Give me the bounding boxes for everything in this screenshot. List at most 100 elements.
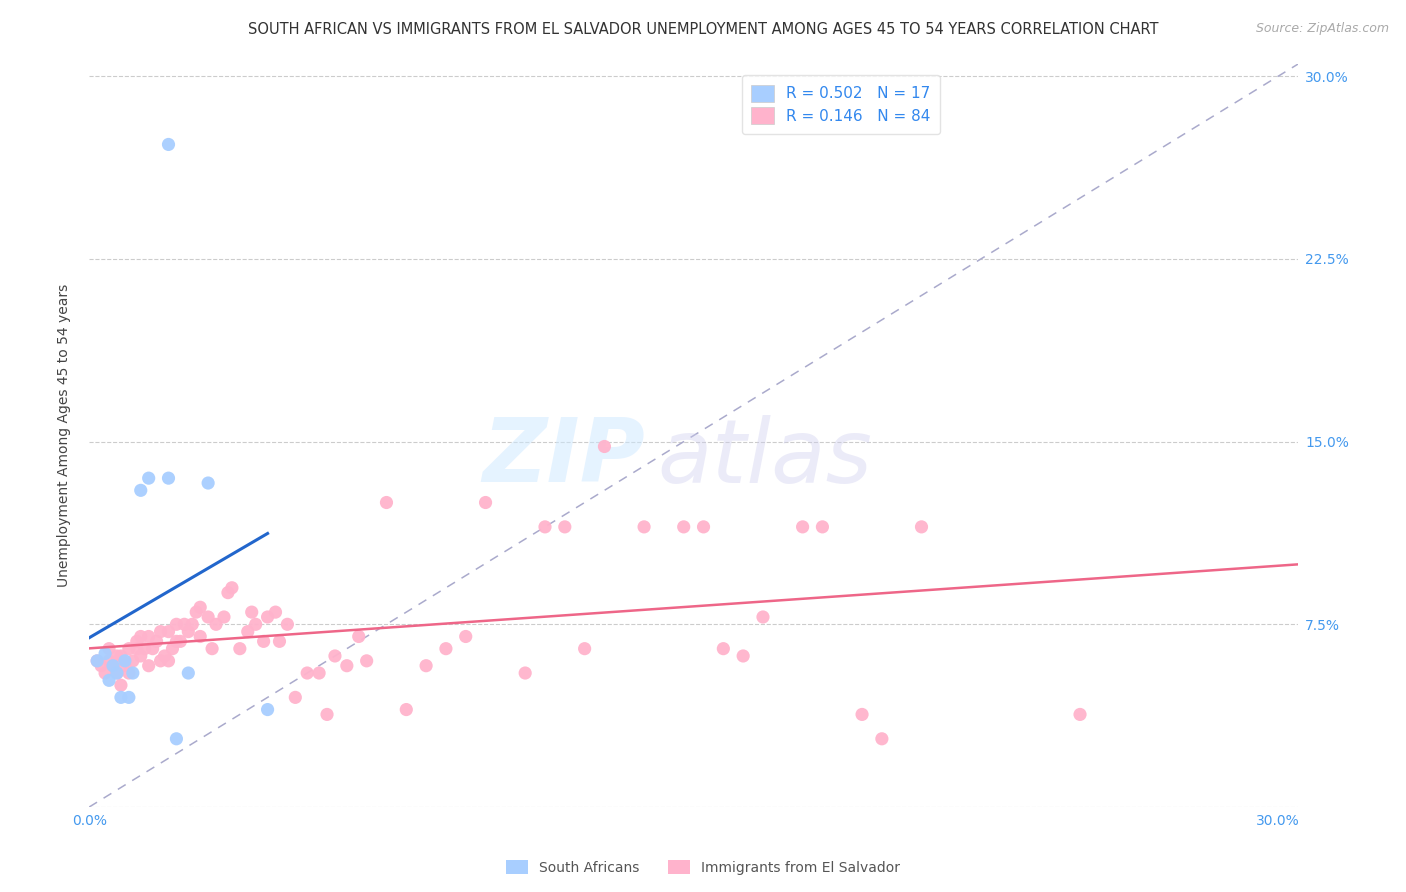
- Point: [149, 624, 172, 639]
- Point: [870, 731, 893, 746]
- Point: [347, 630, 370, 644]
- Point: [356, 654, 378, 668]
- Point: [316, 707, 339, 722]
- Point: [515, 666, 537, 681]
- Point: [186, 605, 208, 619]
- Point: [157, 137, 180, 152]
- Point: [114, 654, 136, 668]
- Point: [101, 658, 124, 673]
- Point: [252, 634, 274, 648]
- Point: [121, 654, 143, 668]
- Point: [157, 624, 180, 639]
- Y-axis label: Unemployment Among Ages 45 to 54 years: Unemployment Among Ages 45 to 54 years: [58, 284, 72, 587]
- Point: [181, 617, 204, 632]
- Point: [212, 610, 235, 624]
- Point: [98, 641, 121, 656]
- Point: [672, 520, 695, 534]
- Point: [114, 658, 136, 673]
- Point: [236, 624, 259, 639]
- Point: [217, 585, 239, 599]
- Point: [145, 634, 167, 648]
- Point: [474, 495, 496, 509]
- Legend: South Africans, Immigrants from El Salvador: South Africans, Immigrants from El Salva…: [501, 855, 905, 880]
- Point: [692, 520, 714, 534]
- Point: [138, 471, 160, 485]
- Point: [308, 666, 330, 681]
- Text: ZIP: ZIP: [482, 414, 645, 501]
- Point: [138, 630, 160, 644]
- Point: [129, 648, 152, 663]
- Text: SOUTH AFRICAN VS IMMIGRANTS FROM EL SALVADOR UNEMPLOYMENT AMONG AGES 45 TO 54 YE: SOUTH AFRICAN VS IMMIGRANTS FROM EL SALV…: [247, 22, 1159, 37]
- Point: [101, 658, 124, 673]
- Point: [554, 520, 576, 534]
- Point: [188, 600, 211, 615]
- Point: [125, 634, 148, 648]
- Point: [188, 630, 211, 644]
- Point: [173, 617, 195, 632]
- Point: [276, 617, 298, 632]
- Point: [851, 707, 873, 722]
- Point: [295, 666, 318, 681]
- Point: [229, 641, 252, 656]
- Point: [284, 690, 307, 705]
- Text: Source: ZipAtlas.com: Source: ZipAtlas.com: [1256, 22, 1389, 36]
- Point: [165, 617, 187, 632]
- Point: [264, 605, 287, 619]
- Point: [118, 690, 141, 705]
- Point: [165, 634, 187, 648]
- Point: [395, 702, 418, 716]
- Point: [121, 666, 143, 681]
- Point: [105, 666, 128, 681]
- Point: [110, 690, 132, 705]
- Point: [110, 648, 132, 663]
- Point: [240, 605, 263, 619]
- Point: [177, 624, 200, 639]
- Point: [129, 483, 152, 498]
- Point: [157, 654, 180, 668]
- Point: [134, 641, 156, 656]
- Point: [711, 641, 734, 656]
- Point: [534, 520, 557, 534]
- Point: [162, 641, 184, 656]
- Point: [574, 641, 596, 656]
- Point: [105, 666, 128, 681]
- Point: [157, 471, 180, 485]
- Point: [201, 641, 224, 656]
- Point: [1069, 707, 1091, 722]
- Point: [811, 520, 834, 534]
- Point: [86, 654, 108, 668]
- Point: [169, 634, 191, 648]
- Point: [118, 666, 141, 681]
- Point: [125, 641, 148, 656]
- Point: [633, 520, 655, 534]
- Point: [94, 647, 117, 661]
- Legend: R = 0.502   N = 17, R = 0.146   N = 84: R = 0.502 N = 17, R = 0.146 N = 84: [742, 76, 939, 134]
- Point: [752, 610, 775, 624]
- Text: atlas: atlas: [658, 415, 872, 500]
- Point: [593, 440, 616, 454]
- Point: [177, 666, 200, 681]
- Point: [129, 630, 152, 644]
- Point: [245, 617, 267, 632]
- Point: [98, 673, 121, 688]
- Point: [336, 658, 359, 673]
- Point: [118, 641, 141, 656]
- Point: [415, 658, 437, 673]
- Point: [98, 654, 121, 668]
- Point: [454, 630, 477, 644]
- Point: [256, 702, 278, 716]
- Point: [90, 658, 112, 673]
- Point: [269, 634, 291, 648]
- Point: [792, 520, 814, 534]
- Point: [323, 648, 346, 663]
- Point: [110, 678, 132, 692]
- Point: [94, 666, 117, 681]
- Point: [105, 648, 128, 663]
- Point: [434, 641, 457, 656]
- Point: [165, 731, 187, 746]
- Point: [197, 610, 219, 624]
- Point: [138, 658, 160, 673]
- Point: [221, 581, 243, 595]
- Point: [197, 476, 219, 491]
- Point: [149, 654, 172, 668]
